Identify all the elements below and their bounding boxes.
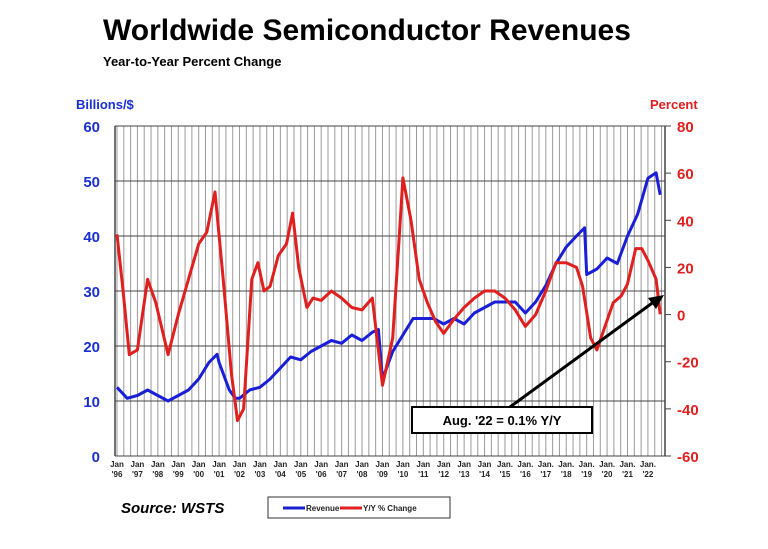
x-tick-label: Jan '03 xyxy=(253,460,267,479)
legend-label: Revenue xyxy=(306,504,340,513)
left-tick-label: 40 xyxy=(83,229,100,246)
x-tick-label: Jan. '16 xyxy=(517,460,533,479)
left-tick-label: 60 xyxy=(83,119,100,136)
x-tick-label: Jan '00 xyxy=(192,460,206,479)
x-tick-label: Jan '97 xyxy=(131,460,145,479)
annotation-arrow-line xyxy=(509,299,656,409)
right-tick-label: 0 xyxy=(677,308,685,325)
source-note: Source: WSTS xyxy=(121,500,225,517)
chart-subtitle: Year-to-Year Percent Change xyxy=(103,54,282,69)
x-tick-label: Jan '11 xyxy=(416,460,430,479)
x-tick-label: Jan '08 xyxy=(355,460,369,479)
x-tick-label: Jan '96 xyxy=(110,460,124,479)
x-tick-label: Jan. '15 xyxy=(497,460,513,479)
annotation-arrowhead xyxy=(648,295,664,309)
left-tick-label: 0 xyxy=(92,449,100,466)
x-tick-label: Jan. '22 xyxy=(640,460,656,479)
x-tick-label: Jan '05 xyxy=(294,460,308,479)
right-tick-label: -60 xyxy=(677,449,699,466)
x-tick-label: Jan '14 xyxy=(478,460,492,479)
x-tick-label: Jan. '20 xyxy=(599,460,615,479)
left-tick-label: 20 xyxy=(83,339,100,356)
x-tick-label: Jan '07 xyxy=(335,460,349,479)
right-tick-label: -40 xyxy=(677,402,699,419)
right-tick-label: 40 xyxy=(677,213,694,230)
x-tick-label: Jan '04 xyxy=(273,460,287,479)
right-tick-label: 20 xyxy=(677,260,694,277)
series-line-yoy-change xyxy=(115,176,662,423)
x-tick-label: Jan '10 xyxy=(396,460,410,479)
x-tick-label: Jan. '19 xyxy=(579,460,595,479)
x-tick-label: Jan '09 xyxy=(376,460,390,479)
annotation-box xyxy=(411,406,593,434)
left-tick-label: 50 xyxy=(83,174,100,191)
x-tick-label: Jan '99 xyxy=(171,460,185,479)
left-tick-label: 10 xyxy=(83,394,100,411)
right-tick-label: 60 xyxy=(677,166,694,183)
legend-label: Y/Y % Change xyxy=(363,504,417,513)
chart-title: Worldwide Semiconductor Revenues xyxy=(103,14,631,47)
x-tick-label: Jan '98 xyxy=(151,460,165,479)
x-tick-label: Jan '01 xyxy=(212,460,226,479)
right-tick-label: -20 xyxy=(677,355,699,372)
annotation-text: Aug. '22 = 0.1% Y/Y xyxy=(443,413,562,428)
left-axis-label: Billions/$ xyxy=(76,97,134,112)
x-tick-label: Jan '13 xyxy=(457,460,471,479)
x-tick-label: Jan '02 xyxy=(233,460,247,479)
x-tick-label: Jan. '17 xyxy=(538,460,554,479)
x-tick-label: Jan. '18 xyxy=(558,460,574,479)
x-tick-label: Jan '06 xyxy=(314,460,328,479)
x-tick-label: Jan. '21 xyxy=(619,460,635,479)
right-axis-label: Percent xyxy=(650,97,698,112)
right-tick-label: 80 xyxy=(677,119,694,136)
x-tick-label: Jan '12 xyxy=(437,460,451,479)
left-tick-label: 30 xyxy=(83,284,100,301)
